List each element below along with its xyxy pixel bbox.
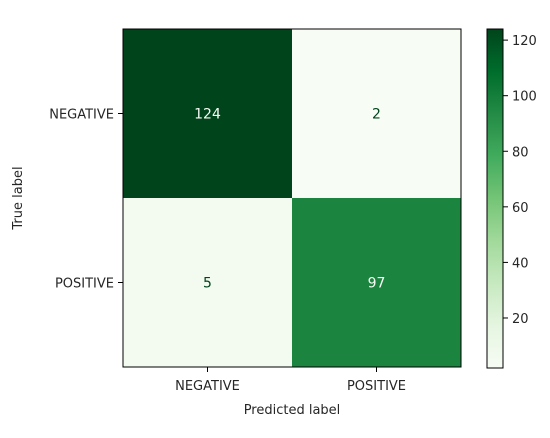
colorbar-tick-label: 120 <box>512 34 537 49</box>
colorbar-tick-label: 80 <box>512 145 529 160</box>
colorbar-ticks: 20 40 60 80 100 120 <box>503 34 537 327</box>
heatmap-cell <box>123 29 292 198</box>
y-axis: NEGATIVE POSITIVE <box>49 108 123 292</box>
cell-value-label: 2 <box>372 107 381 123</box>
x-tick-label: NEGATIVE <box>175 379 240 394</box>
colorbar-tick-label: 20 <box>512 312 529 327</box>
plot-frame <box>122 28 462 368</box>
y-axis-label: True label <box>11 166 26 230</box>
colorbar-tick-label: 40 <box>512 256 529 271</box>
heatmap-cell-labels: 124 2 5 97 <box>194 107 385 292</box>
x-axis-label: Predicted label <box>244 403 341 418</box>
cell-value-label: 124 <box>194 107 221 123</box>
y-tick-label: POSITIVE <box>55 277 114 292</box>
heatmap-cell <box>123 198 292 367</box>
x-tick-label: POSITIVE <box>347 379 406 394</box>
heatmap-cells <box>123 29 461 367</box>
cell-value-label: 97 <box>368 276 386 292</box>
cell-value-label: 5 <box>203 276 212 292</box>
y-tick-label: NEGATIVE <box>49 108 114 123</box>
x-axis: NEGATIVE POSITIVE <box>175 367 406 394</box>
heatmap-cell <box>292 29 461 198</box>
heatmap-cell <box>292 198 461 367</box>
colorbar <box>486 28 504 369</box>
colorbar-tick-label: 60 <box>512 201 529 216</box>
colorbar-tick-label: 100 <box>512 90 537 105</box>
